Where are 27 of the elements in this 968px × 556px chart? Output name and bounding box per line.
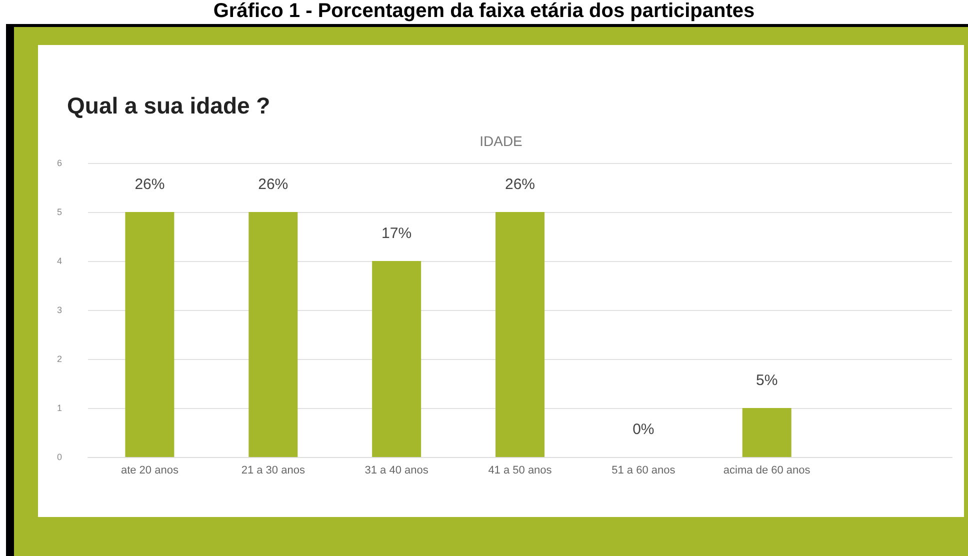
text: Gráfico 1 - Porcentagem da faixa etária dos participantes [212, 0, 756, 23]
annotation: 17% [382, 225, 412, 242]
annotation: 26% [134, 176, 165, 193]
bar [742, 408, 792, 457]
x-tick-label: 31 a 40 anos [364, 464, 429, 476]
annotation: 0% [632, 421, 654, 438]
y-tick-label: 0 [56, 452, 62, 462]
annotation: 5% [756, 372, 778, 389]
y-tick-label: 2 [56, 354, 62, 364]
y-tick-label: 4 [56, 256, 62, 266]
y-tick-label: 3 [56, 305, 62, 315]
annotation: 26% [258, 176, 288, 193]
y-tick-label: 5 [56, 207, 62, 217]
bar [496, 212, 544, 457]
x-tick-label: 21 a 30 anos [241, 464, 306, 476]
y-tick-label: 6 [56, 158, 62, 168]
x-tick-label: 51 a 60 anos [612, 464, 676, 476]
bar [125, 212, 174, 457]
y-tick-label: 1 [56, 403, 62, 413]
x-tick-label: acima de 60 anos [723, 464, 811, 476]
bar [372, 261, 422, 457]
bar [248, 212, 298, 457]
chart-title: Qual a sua idade ? [67, 92, 270, 118]
x-tick-label: 41 a 50 anos [488, 464, 552, 476]
annotation: 26% [504, 176, 536, 193]
chart-subtitle: IDADE [480, 133, 522, 149]
x-tick-label: ate 20 anos [120, 464, 179, 476]
